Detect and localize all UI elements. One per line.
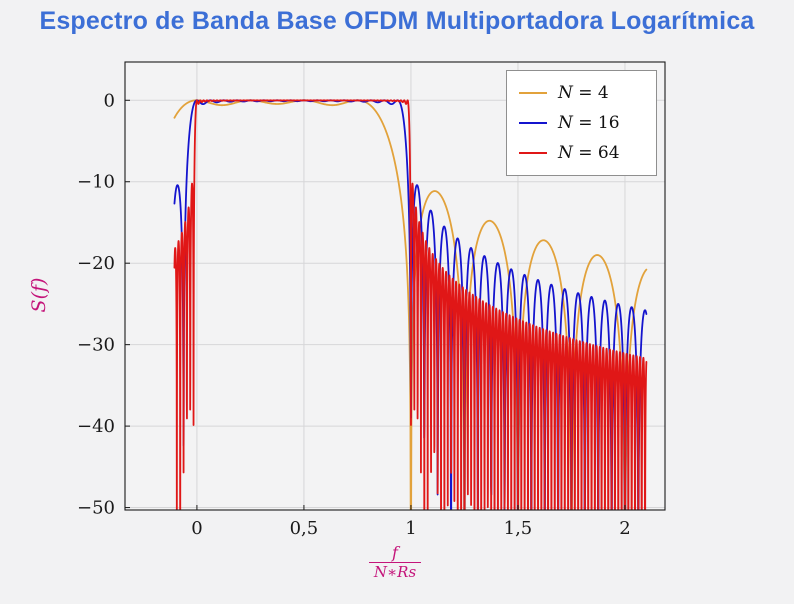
x-tick-label: 1 xyxy=(405,518,416,539)
y-tick-label: −30 xyxy=(77,335,115,356)
y-tick-label: −10 xyxy=(77,172,115,193)
y-tick-label: 0 xyxy=(104,90,115,111)
x-tick-label: 0 xyxy=(191,518,202,539)
x-label-numerator: f xyxy=(392,543,398,562)
chart-title: Espectro de Banda Base OFDM Multiportado… xyxy=(39,7,755,35)
series-line-N64 xyxy=(173,99,648,510)
legend-line-sample xyxy=(519,151,547,155)
axis-box xyxy=(124,61,666,511)
legend-label: N = 64 xyxy=(558,143,620,163)
x-axis-label-fraction: f N∗Rs xyxy=(368,543,422,582)
x-axis-label: f N∗Rs xyxy=(125,543,665,582)
legend-label: N = 4 xyxy=(558,83,609,103)
x-tick-label: 0,5 xyxy=(290,518,319,539)
legend-item: N = 64 xyxy=(507,138,656,168)
y-tick-label: −40 xyxy=(77,416,115,437)
legend-label: N = 16 xyxy=(558,113,620,133)
tick-labels: 0 0,5 1 1,5 2 0 −10 −20 −30 −40 −50 xyxy=(77,90,631,539)
y-axis-label: S(f) xyxy=(28,277,50,313)
legend: N = 4 N = 16 N = 64 xyxy=(506,70,657,176)
legend-item: N = 16 xyxy=(507,108,656,138)
x-label-denominator: N∗Rs xyxy=(368,562,422,581)
y-tick-label: −50 xyxy=(77,498,115,519)
y-tick-label: −20 xyxy=(77,253,115,274)
series-lines xyxy=(173,99,648,510)
legend-line-sample xyxy=(519,121,547,125)
x-tick-label: 2 xyxy=(619,518,630,539)
legend-item: N = 4 xyxy=(507,78,656,108)
x-tick-label: 1,5 xyxy=(504,518,533,539)
legend-line-sample xyxy=(519,91,547,95)
